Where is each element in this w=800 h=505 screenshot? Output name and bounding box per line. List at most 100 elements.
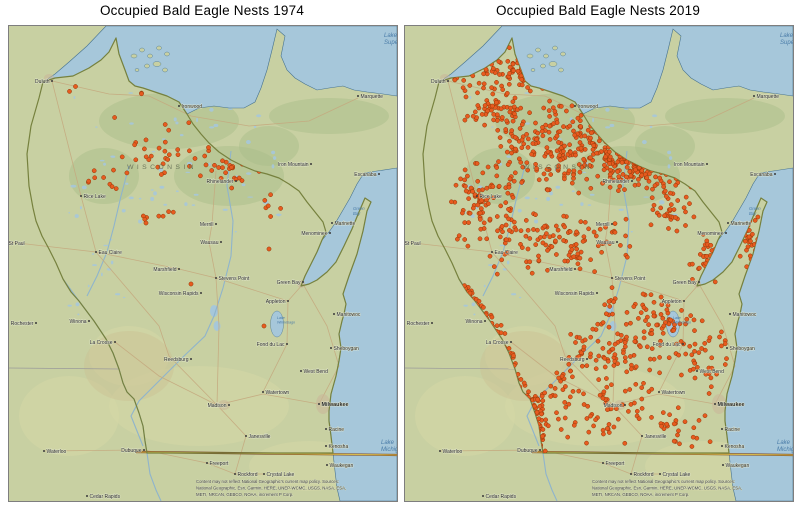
nest-dot bbox=[545, 149, 551, 155]
city-label: Waterloo bbox=[443, 449, 463, 455]
nest-dot bbox=[604, 384, 610, 390]
city-label: Dubuque bbox=[121, 448, 142, 454]
nest-dot bbox=[603, 311, 609, 317]
nest-dot bbox=[529, 270, 535, 276]
nest-dot bbox=[689, 444, 695, 449]
nest-dot bbox=[616, 174, 622, 179]
nest-dot bbox=[664, 421, 670, 427]
nest-dot bbox=[652, 183, 658, 188]
apostle-island bbox=[540, 63, 546, 69]
nest-dot bbox=[679, 372, 684, 378]
nest-dot bbox=[593, 357, 599, 363]
nest-dot bbox=[742, 238, 748, 244]
nest-dot bbox=[590, 147, 596, 152]
state-line bbox=[405, 367, 516, 370]
city-label: Rochester bbox=[11, 321, 34, 327]
nest-dot bbox=[519, 137, 525, 143]
nest-dot bbox=[615, 331, 620, 337]
nest-dot bbox=[660, 315, 666, 321]
nest-dot bbox=[519, 145, 525, 151]
nest-dot bbox=[593, 417, 598, 423]
nest-dot bbox=[536, 253, 541, 259]
nest-dot bbox=[449, 199, 454, 205]
city-dot bbox=[586, 358, 588, 360]
nest-dot bbox=[660, 410, 666, 415]
nest-dot bbox=[703, 371, 709, 377]
nest-dot bbox=[526, 389, 531, 395]
road bbox=[302, 283, 340, 405]
road bbox=[658, 283, 700, 393]
nest-dot bbox=[552, 386, 558, 391]
nest-dot bbox=[696, 265, 702, 271]
nest-dot bbox=[624, 334, 629, 340]
nest-dot bbox=[653, 174, 658, 180]
city-dot bbox=[326, 464, 328, 466]
nest-dot bbox=[567, 229, 573, 235]
nest-dot bbox=[148, 153, 154, 159]
nest-dot bbox=[701, 246, 707, 252]
nest-dot bbox=[132, 142, 137, 148]
city-label: Waterloo bbox=[47, 449, 67, 455]
nest-dot bbox=[561, 149, 566, 154]
nest-dot bbox=[675, 405, 681, 411]
nest-dot bbox=[494, 80, 499, 85]
city-dot bbox=[325, 445, 327, 447]
nest-dot bbox=[463, 188, 469, 194]
nest-dot bbox=[529, 151, 534, 157]
nest-dot bbox=[566, 401, 572, 407]
nest-dot bbox=[546, 129, 552, 135]
nest-dot bbox=[576, 354, 582, 359]
city-dot bbox=[245, 435, 247, 437]
attribution-text: METI, NRCAN, GEBCO, NOAA, increment P Co… bbox=[196, 492, 293, 497]
nest-dot bbox=[489, 103, 495, 109]
nest-dot bbox=[737, 253, 743, 259]
city-label: Kenosha bbox=[725, 444, 745, 450]
nest-dot bbox=[683, 209, 688, 215]
nest-dot bbox=[519, 180, 525, 185]
lake-winnebago-label: Winnebago bbox=[277, 321, 295, 325]
nest-dot bbox=[111, 167, 116, 173]
road bbox=[612, 393, 716, 406]
nest-dot bbox=[552, 393, 558, 399]
state-line bbox=[9, 367, 120, 370]
nest-dot bbox=[278, 206, 283, 211]
nest-dot bbox=[623, 233, 628, 239]
nest-dot bbox=[586, 429, 592, 435]
nest-dot bbox=[607, 161, 612, 166]
nest-dot bbox=[541, 171, 547, 177]
nest-dot bbox=[714, 371, 719, 377]
nest-dot bbox=[223, 170, 228, 176]
nest-dot bbox=[603, 154, 608, 160]
apostle-island bbox=[543, 53, 549, 59]
nest-dot bbox=[512, 95, 518, 101]
nest-dot bbox=[679, 308, 684, 313]
nest-dot bbox=[484, 185, 490, 191]
nest-dot bbox=[86, 178, 92, 184]
nest-dot bbox=[689, 352, 695, 358]
nest-dot bbox=[475, 90, 480, 96]
nest-dot bbox=[557, 129, 563, 134]
nest-dot bbox=[523, 218, 529, 223]
nest-dot bbox=[724, 356, 729, 361]
nest-dot bbox=[677, 321, 683, 327]
nest-dot bbox=[692, 341, 698, 347]
nest-dot bbox=[539, 393, 545, 399]
nest-dot bbox=[627, 387, 633, 392]
nest-dot bbox=[507, 176, 513, 182]
nest-dot bbox=[571, 168, 577, 174]
nest-dot bbox=[588, 185, 594, 191]
nest-dot bbox=[588, 130, 594, 136]
nest-dot bbox=[582, 219, 588, 225]
nest-dot bbox=[636, 182, 641, 187]
nest-dot bbox=[525, 136, 531, 142]
nest-dot bbox=[485, 201, 491, 207]
city-dot bbox=[484, 320, 486, 322]
nest-dot bbox=[510, 61, 516, 67]
nest-dot bbox=[588, 334, 594, 340]
nest-dot bbox=[175, 147, 181, 152]
apostle-island bbox=[558, 67, 564, 73]
nest-dot bbox=[543, 417, 549, 423]
nest-dot bbox=[498, 322, 504, 328]
nest-dot bbox=[596, 353, 602, 359]
nest-dot bbox=[562, 258, 568, 264]
